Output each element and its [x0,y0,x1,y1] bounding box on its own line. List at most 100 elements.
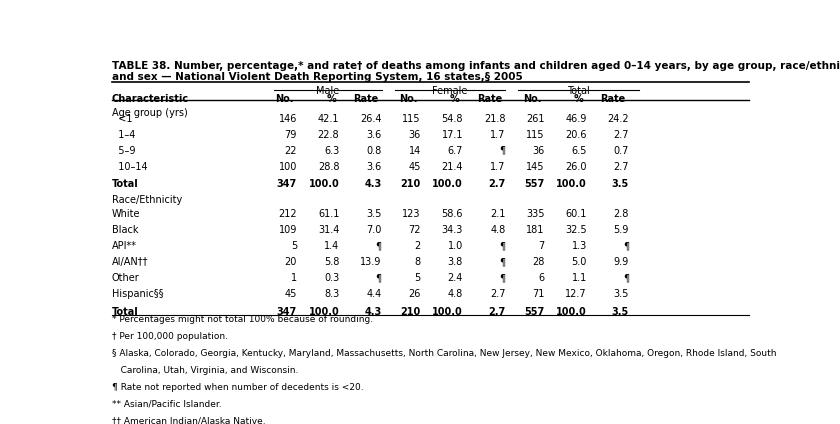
Text: 5.8: 5.8 [324,257,339,267]
Text: 1: 1 [291,273,297,283]
Text: ¶: ¶ [623,241,629,251]
Text: 6.5: 6.5 [571,145,587,156]
Text: 79: 79 [285,130,297,139]
Text: 21.8: 21.8 [484,114,506,123]
Text: 20.6: 20.6 [565,130,587,139]
Text: 26: 26 [408,289,421,299]
Text: 4.3: 4.3 [365,179,381,190]
Text: 58.6: 58.6 [442,209,463,219]
Text: 10–14: 10–14 [112,162,147,172]
Text: 100.0: 100.0 [308,307,339,317]
Text: 3.8: 3.8 [448,257,463,267]
Text: 5.0: 5.0 [571,257,587,267]
Text: † Per 100,000 population.: † Per 100,000 population. [112,332,228,340]
Text: ¶: ¶ [499,145,506,156]
Text: 2.8: 2.8 [614,209,629,219]
Text: 17.1: 17.1 [442,130,463,139]
Text: Female: Female [433,86,468,96]
Text: 2.7: 2.7 [490,289,506,299]
Text: 12.7: 12.7 [565,289,587,299]
Text: Rate: Rate [353,94,379,104]
Text: 261: 261 [526,114,544,123]
Text: 557: 557 [524,307,544,317]
Text: 71: 71 [532,289,544,299]
Text: 181: 181 [526,225,544,235]
Text: 72: 72 [408,225,421,235]
Text: 2.1: 2.1 [490,209,506,219]
Text: 5: 5 [414,273,421,283]
Text: 6.3: 6.3 [324,145,339,156]
Text: 2.4: 2.4 [448,273,463,283]
Text: 45: 45 [408,162,421,172]
Text: 109: 109 [279,225,297,235]
Text: ¶: ¶ [499,257,506,267]
Text: and sex — National Violent Death Reporting System, 16 states,§ 2005: and sex — National Violent Death Reporti… [112,72,522,82]
Text: 5–9: 5–9 [112,145,135,156]
Text: 123: 123 [402,209,421,219]
Text: 3.6: 3.6 [366,162,381,172]
Text: 54.8: 54.8 [442,114,463,123]
Text: 2.7: 2.7 [613,162,629,172]
Text: 4.8: 4.8 [490,225,506,235]
Text: 146: 146 [279,114,297,123]
Text: 212: 212 [278,209,297,219]
Text: 0.7: 0.7 [614,145,629,156]
Text: 1.7: 1.7 [490,130,506,139]
Text: 5.9: 5.9 [614,225,629,235]
Text: 4.8: 4.8 [448,289,463,299]
Text: 2: 2 [414,241,421,251]
Text: 42.1: 42.1 [318,114,339,123]
Text: 5: 5 [291,241,297,251]
Text: 3.5: 3.5 [366,209,381,219]
Text: No.: No. [399,94,417,104]
Text: 2.7: 2.7 [488,179,506,190]
Text: 8.3: 8.3 [324,289,339,299]
Text: ¶: ¶ [623,273,629,283]
Text: TABLE 38. Number, percentage,* and rate† of deaths among infants and children ag: TABLE 38. Number, percentage,* and rate†… [112,61,840,71]
Text: 347: 347 [277,307,297,317]
Text: 28.8: 28.8 [318,162,339,172]
Text: 34.3: 34.3 [442,225,463,235]
Text: Rate: Rate [601,94,626,104]
Text: 335: 335 [526,209,544,219]
Text: ¶: ¶ [499,241,506,251]
Text: %: % [450,94,459,104]
Text: 3.5: 3.5 [614,289,629,299]
Text: 100.0: 100.0 [433,307,463,317]
Text: 36: 36 [533,145,544,156]
Text: Carolina, Utah, Virginia, and Wisconsin.: Carolina, Utah, Virginia, and Wisconsin. [112,365,298,375]
Text: No.: No. [276,94,294,104]
Text: 26.0: 26.0 [565,162,587,172]
Text: 100.0: 100.0 [556,307,587,317]
Text: 20: 20 [285,257,297,267]
Text: Total: Total [112,307,139,317]
Text: 9.9: 9.9 [614,257,629,267]
Text: Black: Black [112,225,138,235]
Text: 4.3: 4.3 [365,307,381,317]
Text: 24.2: 24.2 [607,114,629,123]
Text: Characteristic: Characteristic [112,94,189,104]
Text: 60.1: 60.1 [565,209,587,219]
Text: 3.6: 3.6 [366,130,381,139]
Text: 32.5: 32.5 [565,225,587,235]
Text: 31.4: 31.4 [318,225,339,235]
Text: ¶: ¶ [375,241,381,251]
Text: ¶: ¶ [499,273,506,283]
Text: 1.1: 1.1 [571,273,587,283]
Text: 100: 100 [279,162,297,172]
Text: 1.7: 1.7 [490,162,506,172]
Text: 2.7: 2.7 [613,130,629,139]
Text: 1.0: 1.0 [448,241,463,251]
Text: 7: 7 [538,241,544,251]
Text: 45: 45 [285,289,297,299]
Text: 145: 145 [526,162,544,172]
Text: 4.4: 4.4 [366,289,381,299]
Text: No.: No. [522,94,541,104]
Text: 21.4: 21.4 [442,162,463,172]
Text: 3.5: 3.5 [612,307,629,317]
Text: 6.7: 6.7 [448,145,463,156]
Text: Hispanic§§: Hispanic§§ [112,289,163,299]
Text: 2.7: 2.7 [488,307,506,317]
Text: Race/Ethnicity: Race/Ethnicity [112,195,181,206]
Text: Rate: Rate [477,94,502,104]
